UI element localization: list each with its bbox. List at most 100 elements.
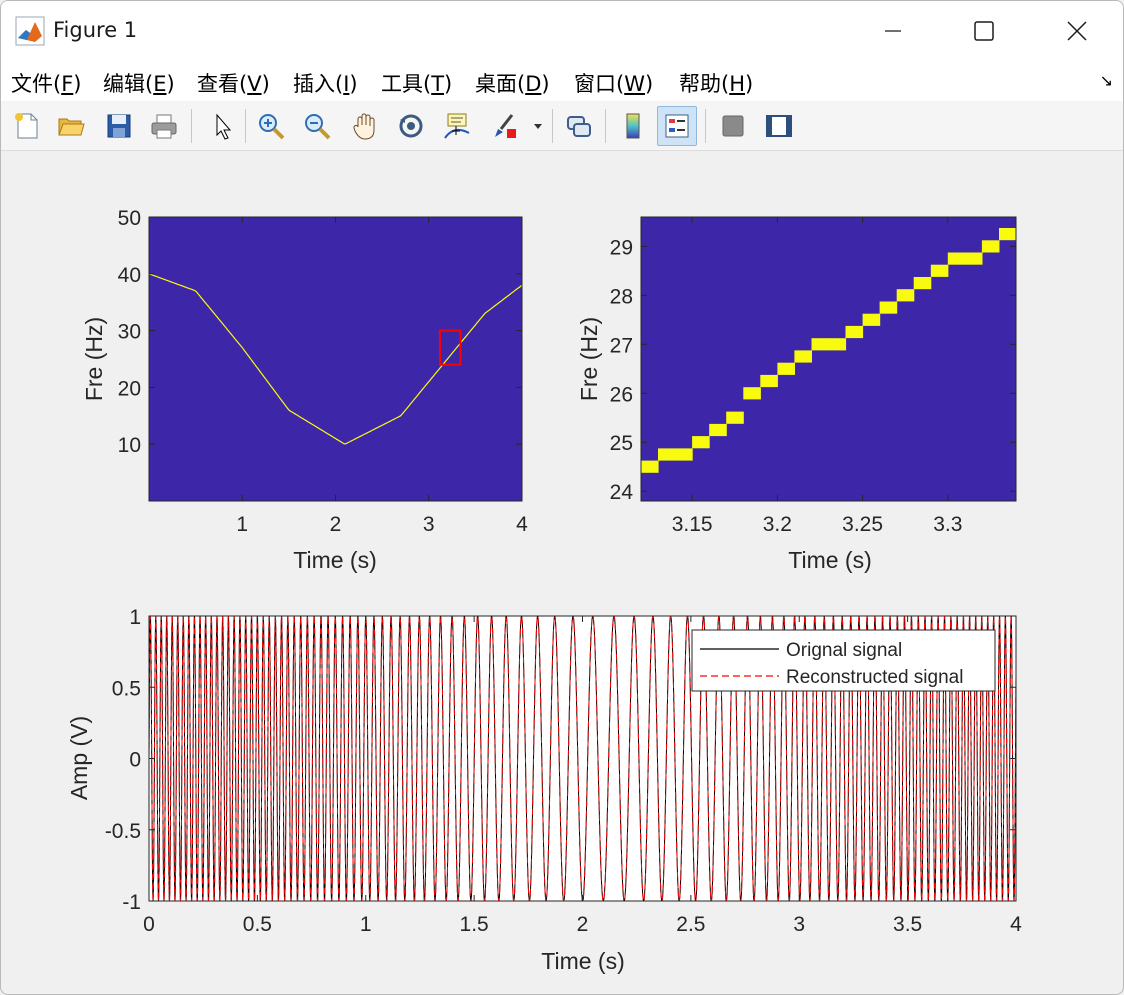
spectrogram-y-tick-label: 30 (118, 321, 141, 344)
menu-desktop[interactable]: 桌面(D) (475, 72, 550, 96)
spectrogram-y-tick-label: 50 (118, 207, 141, 230)
insert-legend-button[interactable] (657, 106, 697, 146)
spectrogram-x-tick-label: 1 (236, 513, 248, 536)
brush-icon (495, 114, 516, 138)
signal-x-tick-label: 3.5 (893, 913, 922, 936)
ridge-cell (794, 350, 812, 363)
menu-view[interactable]: 查看(V) (197, 72, 270, 96)
rotate-3d-icon (399, 114, 423, 138)
menu-edit[interactable]: 编辑(E) (103, 72, 175, 96)
hide-plot-tools-button[interactable] (713, 106, 753, 146)
new-file-icon (15, 113, 38, 139)
spectrogram-x-tick-label: 3 (423, 513, 435, 536)
zoom-out-button[interactable] (297, 106, 337, 146)
toolbar-separator (245, 109, 246, 143)
zoomed-spectrogram-axes[interactable]: 3.15 3.2 3.25 3.3 24 25 26 27 28 29 Time (s) Fre … (576, 216, 1017, 573)
signal-x-tick-label: 4 (1010, 913, 1022, 936)
axes-frame (640, 216, 1017, 502)
zoomed-spectrogram-x-tick-label: 3.2 (763, 513, 792, 536)
ridge-cell (641, 460, 659, 473)
menu-window[interactable]: 窗口(W) (574, 72, 654, 96)
open-file-button[interactable] (51, 106, 91, 146)
ridge-cell (930, 264, 949, 277)
ridge-cell (709, 423, 727, 437)
zoomed-spectrogram-x-tick-label: 3.25 (842, 513, 883, 536)
undock-arrow-icon[interactable]: ↘ (1099, 71, 1113, 90)
pan-button[interactable] (345, 106, 385, 146)
rotate-3d-button[interactable] (391, 106, 431, 146)
pointer-arrow-icon (216, 113, 232, 140)
zoom-region-box (438, 329, 462, 366)
ridge-cell (879, 301, 898, 314)
signal-x-tick-label: 0.5 (243, 913, 272, 936)
menu-bar: 文件(F) 编辑(E) 查看(V) 插入(I) 工具(T) 桌面(D) 窗口(W… (1, 61, 1123, 101)
matlab-icon (15, 16, 45, 46)
minimize-icon (885, 30, 901, 32)
ridge-cell (726, 411, 744, 424)
legend-box[interactable]: Orignal signal Reconstructed signal (691, 629, 996, 692)
zoomed-frequency-ridge (641, 228, 1016, 473)
zoom-in-button[interactable] (251, 106, 291, 146)
spectrogram-y-tick-label: 10 (118, 434, 141, 457)
x-axis-label: Time (s) (541, 948, 624, 974)
ridge-cell (913, 277, 932, 290)
print-button[interactable] (144, 106, 184, 146)
ridge-cell (760, 374, 778, 388)
x-axis-label: Time (s) (788, 547, 871, 573)
edit-plot-button[interactable] (201, 106, 241, 146)
zoomed-spectrogram-y-tick-label: 25 (610, 432, 633, 455)
link-plot-button[interactable] (559, 106, 599, 146)
signal-x-tick-label: 1 (360, 913, 372, 936)
spectrogram-y-tick-label: 40 (118, 264, 141, 287)
show-plot-tools-icon (766, 115, 792, 137)
link-plot-icon (567, 116, 591, 137)
save-button[interactable] (99, 106, 139, 146)
legend-reconstructed-label: Reconstructed signal (786, 667, 963, 688)
y-axis-label: Fre (Hz) (576, 317, 602, 401)
maximize-icon (974, 21, 994, 41)
signal-y-tick-label: 0.5 (112, 677, 141, 700)
brush-dropdown[interactable] (527, 106, 549, 146)
zoom-in-icon (259, 114, 285, 140)
zoomed-spectrogram-y-tick-label: 29 (610, 236, 633, 259)
new-figure-button[interactable] (7, 106, 47, 146)
hide-plot-tools-icon (722, 115, 744, 137)
minimize-button[interactable] (847, 1, 939, 61)
legend-frame (691, 629, 996, 692)
zoomed-spectrogram-y-tick-label: 24 (610, 481, 634, 504)
maximize-button[interactable] (938, 1, 1030, 61)
spectrogram-axes[interactable]: 1 2 3 4 10 20 30 40 50 Time (s) Fre (Hz) (81, 207, 528, 573)
zoomed-spectrogram-y-tick-label: 26 (610, 383, 633, 406)
x-axis-label: Time (s) (293, 547, 376, 573)
figure-toolbar (1, 101, 1123, 151)
ridge-cell (999, 228, 1016, 241)
zoomed-spectrogram-y-tick-label: 28 (610, 285, 633, 308)
zoomed-spectrogram-x-tick-label: 3.3 (933, 513, 962, 536)
close-icon (1067, 21, 1087, 41)
toolbar-separator (552, 109, 553, 143)
insert-colorbar-button[interactable] (613, 106, 653, 146)
signal-y-tick-label: 0 (129, 749, 141, 772)
ridge-cell (896, 289, 915, 302)
ridge-cell (845, 325, 864, 339)
spectrogram-x-tick-label: 2 (330, 513, 342, 536)
signal-axes[interactable]: 0 0.5 1 1.5 2 2.5 3 3.5 4 -1 -0.5 0 0.5 1 Time (s) Am… (66, 606, 1022, 974)
ridge-cell (692, 436, 710, 449)
show-plot-tools-button[interactable] (759, 106, 799, 146)
spectrogram-y-tick-label: 20 (118, 377, 141, 400)
ridge-cell (811, 338, 830, 351)
ridge-cell (828, 338, 847, 351)
signal-x-tick-label: 3 (793, 913, 805, 936)
menu-insert[interactable]: 插入(I) (293, 72, 358, 96)
brush-button[interactable] (485, 106, 525, 146)
axes-ticks: 1 2 3 4 10 20 30 40 50 (118, 207, 529, 536)
menu-file[interactable]: 文件(F) (11, 72, 82, 96)
menu-help[interactable]: 帮助(H) (679, 72, 754, 96)
close-button[interactable] (1031, 1, 1123, 61)
axes-ticks: 0 0.5 1 1.5 2 2.5 3 3.5 4 -1 -0.5 0 0.5 1 (105, 606, 1022, 936)
folder-open-icon (58, 118, 85, 136)
menu-tools[interactable]: 工具(T) (381, 72, 453, 96)
data-cursor-button[interactable] (437, 106, 477, 146)
signal-y-tick-label: -0.5 (105, 820, 141, 843)
